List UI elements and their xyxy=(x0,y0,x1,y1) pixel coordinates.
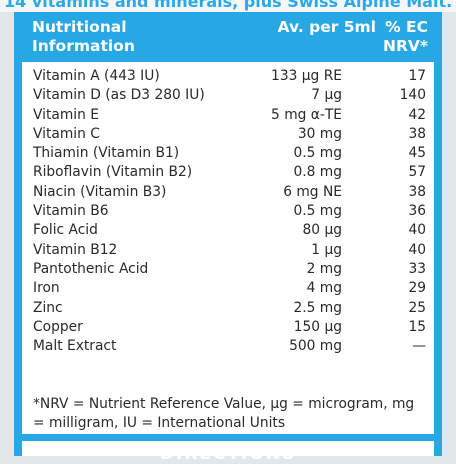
nutrient-amount: 6 mg NE xyxy=(283,183,342,200)
nutrient-nrv: 36 xyxy=(408,203,426,220)
nutrient-row: Thiamin (Vitamin B1) 0.5 mg 45 xyxy=(22,144,434,163)
nutrient-row: Vitamin C 30 mg 38 xyxy=(22,125,434,144)
nutrient-row: Pantothenic Acid 2 mg 33 xyxy=(22,260,434,279)
nutrient-row: Folic Acid 80 µg 40 xyxy=(22,221,434,240)
nutrient-name: Malt Extract xyxy=(33,338,117,355)
nutrient-amount: 4 mg xyxy=(306,280,342,297)
nutrient-nrv: 42 xyxy=(408,106,426,123)
nutrient-nrv: — xyxy=(412,338,426,355)
nutrient-nrv: 29 xyxy=(408,280,426,297)
nutrient-name: Thiamin (Vitamin B1) xyxy=(33,145,180,162)
nutrient-row: Iron 4 mg 29 xyxy=(22,279,434,298)
directions-band xyxy=(22,441,434,456)
nutrient-nrv: 17 xyxy=(408,68,426,84)
nutrient-row: Vitamin B12 1 µg 40 xyxy=(22,241,434,260)
nutrition-rows: Vitamin A (443 IU) 133 µg RE 17 Vitamin D (… xyxy=(22,67,434,356)
directions-heading: DIRECTIONS xyxy=(159,444,297,464)
nutrient-nrv: 40 xyxy=(408,241,426,258)
nutrient-amount: 2 mg xyxy=(306,260,342,277)
nutrient-name: Vitamin A (443 IU) xyxy=(33,68,160,84)
nutrient-amount: 0.5 mg xyxy=(293,203,342,220)
nutrient-name: Niacin (Vitamin B3) xyxy=(33,183,167,200)
nutrient-amount: 2.5 mg xyxy=(293,299,342,316)
nutrient-name: Vitamin D (as D3 280 IU) xyxy=(33,87,205,104)
nutrient-amount: 500 mg xyxy=(289,338,342,355)
nutrient-row: Niacin (Vitamin B3) 6 mg NE 38 xyxy=(22,183,434,202)
header-nrv: % EC NRV* xyxy=(382,18,428,55)
nutrient-amount: 30 mg xyxy=(297,125,342,142)
nutrient-row: Malt Extract 500 mg — xyxy=(22,337,434,356)
nutrient-name: Pantothenic Acid xyxy=(33,260,149,277)
nutrient-nrv: 38 xyxy=(408,183,426,200)
nutrient-nrv: 33 xyxy=(408,260,426,277)
nutrient-name: Riboflavin (Vitamin B2) xyxy=(33,164,193,181)
nutrient-amount: 0.5 mg xyxy=(293,145,342,162)
header-per-serving: Av. per 5ml xyxy=(277,18,376,36)
nutrient-amount: 150 µg xyxy=(293,318,342,335)
nutrient-amount: 7 µg xyxy=(311,87,342,104)
nutrient-row: Vitamin A (443 IU) 133 µg RE 17 xyxy=(22,67,434,86)
nutrient-nrv: 45 xyxy=(408,145,426,162)
nutrient-name: Folic Acid xyxy=(33,222,98,239)
nutrient-amount: 133 µg RE xyxy=(271,68,342,84)
footnote: *NRV = Nutrient Reference Value, µg = mi… xyxy=(33,396,415,431)
nutrient-row: Vitamin D (as D3 280 IU) 7 µg 140 xyxy=(22,86,434,105)
nutrient-row: Copper 150 µg 15 xyxy=(22,318,434,337)
nutrient-nrv: 15 xyxy=(408,318,426,335)
nutrient-name: Iron xyxy=(33,280,60,297)
nutrient-name: Vitamin E xyxy=(33,106,99,123)
nutrient-row: Riboflavin (Vitamin B2) 0.8 mg 57 xyxy=(22,163,434,182)
nutrition-panel: Vitamin A (443 IU) 133 µg RE 17 Vitamin D (… xyxy=(22,62,434,434)
nutrient-name: Vitamin C xyxy=(33,125,100,142)
nutrient-nrv: 57 xyxy=(408,164,426,181)
nutrient-amount: 0.8 mg xyxy=(293,164,342,181)
nutrient-nrv: 40 xyxy=(408,222,426,239)
nutrient-name: Vitamin B6 xyxy=(33,203,109,220)
header-title: Nutritional Information xyxy=(32,18,135,55)
nutrient-amount: 5 mg α-TE xyxy=(271,106,342,123)
nutrient-nrv: 38 xyxy=(408,125,426,142)
nutrient-nrv: 25 xyxy=(408,299,426,316)
nutrient-amount: 80 µg xyxy=(302,222,342,239)
nutrient-name: Zinc xyxy=(33,299,63,316)
nutrient-row: Vitamin B6 0.5 mg 36 xyxy=(22,202,434,221)
nutrient-name: Copper xyxy=(33,318,83,335)
nutrient-row: Zinc 2.5 mg 25 xyxy=(22,299,434,318)
nutrient-amount: 1 µg xyxy=(311,241,342,258)
nutrient-name: Vitamin B12 xyxy=(33,241,118,258)
nutrient-nrv: 140 xyxy=(399,87,426,104)
top-band: 14 vitamins and minerals, plus Swiss Alp… xyxy=(0,0,456,12)
nutrient-row: Vitamin E 5 mg α-TE 42 xyxy=(22,106,434,125)
tagline-text: 14 vitamins and minerals, plus Swiss Alp… xyxy=(4,0,453,11)
table-header: Nutritional Information Av. per 5ml % EC… xyxy=(14,12,442,62)
